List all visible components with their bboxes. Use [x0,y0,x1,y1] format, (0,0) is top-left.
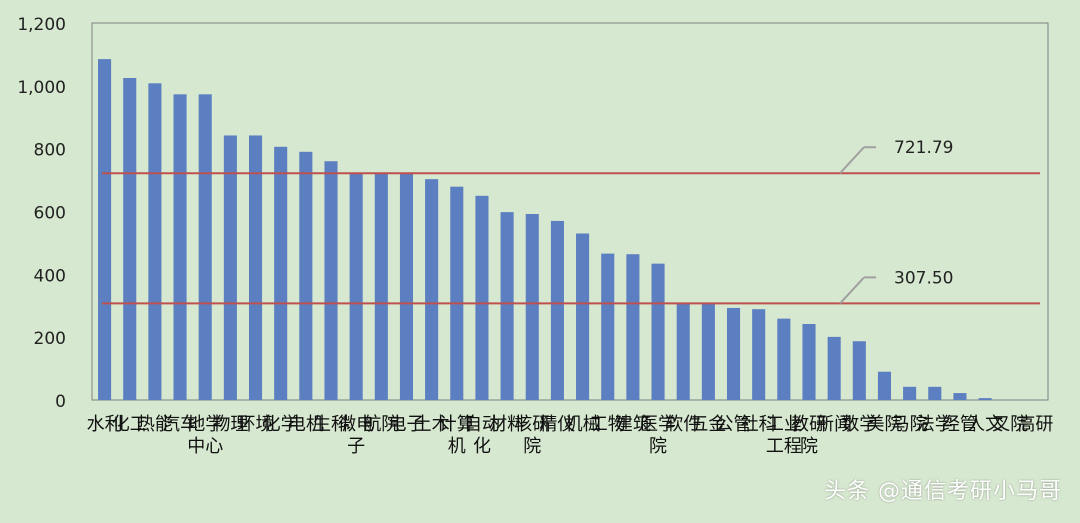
reference-leader [840,277,864,303]
bar [98,59,111,400]
bar [224,135,237,400]
bar [274,147,287,400]
y-tick-label: 1,000 [17,78,66,98]
bar [601,254,614,400]
bar [425,179,438,400]
bar [324,161,337,400]
bar [576,233,589,400]
reference-label: 307.50 [894,268,953,288]
bar [148,83,161,400]
bar [400,173,413,400]
bar [475,196,488,400]
bar [727,308,740,400]
bar [450,187,463,400]
bar [979,398,992,400]
bar [249,135,262,400]
bar [828,337,841,400]
bar [777,319,790,400]
bar [652,264,665,400]
watermark-text: 头条 @通信考研小马哥 [824,473,1062,505]
y-tick-label: 800 [34,141,66,161]
x-tick-label: 高研 [1017,414,1053,435]
bar [928,387,941,400]
bar [802,324,815,400]
bar [299,152,312,400]
y-tick-label: 200 [34,329,66,349]
reference-leader [840,147,864,173]
y-tick-label: 0 [55,392,66,412]
bar [350,173,363,400]
bar [752,309,765,400]
bar [174,94,187,400]
bar [853,341,866,400]
reference-label: 721.79 [894,138,953,158]
bar [375,173,388,400]
bar [123,78,136,400]
bar [199,94,212,400]
bar [526,214,539,400]
bar [626,254,639,400]
y-tick-label: 1,200 [17,15,66,35]
bar [903,387,916,400]
y-tick-label: 600 [34,204,66,224]
bar [878,372,891,400]
bar [953,393,966,400]
bar [501,212,514,400]
bar [702,303,715,400]
bar [677,303,690,400]
bar [551,221,564,400]
y-tick-label: 400 [34,266,66,286]
